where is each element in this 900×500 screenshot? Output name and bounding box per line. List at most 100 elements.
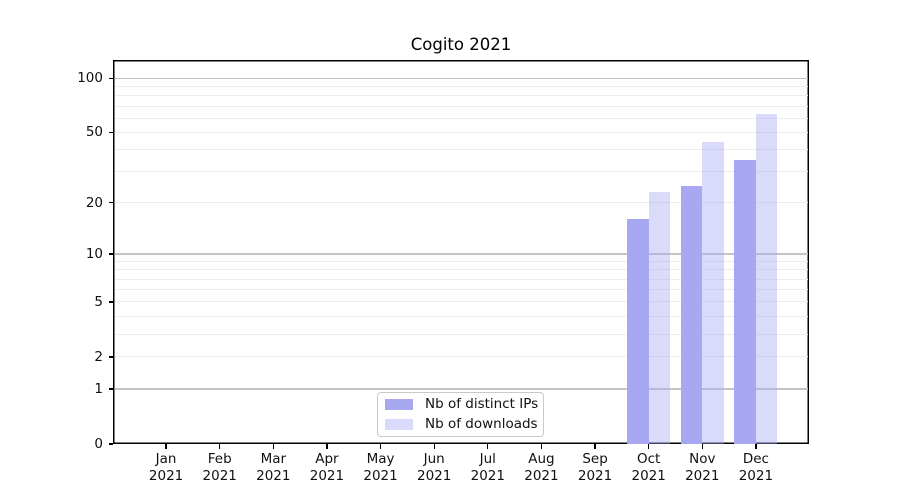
legend: Nb of distinct IPs Nb of downloads xyxy=(377,392,544,437)
y-tick-label: 20 xyxy=(85,194,103,211)
x-tick-label: May 2021 xyxy=(349,451,413,485)
x-tick-label-line: Mar xyxy=(260,451,287,467)
bars-layer xyxy=(113,60,809,444)
gridline-minor xyxy=(114,289,808,291)
x-tick-label-line: Sep xyxy=(582,451,608,467)
y-tick xyxy=(108,443,113,445)
x-tick-label-line: 2021 xyxy=(577,468,613,484)
gridline-minor xyxy=(114,315,808,317)
x-tick-label-line: Apr xyxy=(315,451,339,467)
legend-item: Nb of downloads xyxy=(385,416,543,433)
legend-swatch xyxy=(385,419,413,430)
y-tick xyxy=(108,131,113,133)
x-tick xyxy=(648,444,650,449)
x-tick xyxy=(594,444,596,449)
x-tick-label: Jun 2021 xyxy=(402,451,466,485)
gridline-minor xyxy=(114,85,808,87)
gridline-minor xyxy=(114,105,808,107)
gridline-minor xyxy=(114,269,808,271)
y-tick xyxy=(108,301,113,303)
gridline-major xyxy=(114,388,808,390)
x-tick-label-line: Feb xyxy=(207,451,232,467)
gridline-minor xyxy=(114,117,808,119)
x-tick xyxy=(272,444,274,449)
y-tick-label: 100 xyxy=(77,70,103,87)
x-tick xyxy=(219,444,221,449)
x-tick xyxy=(433,444,435,449)
x-tick-label-line: 2021 xyxy=(363,468,398,484)
legend-item-label: Nb of downloads xyxy=(425,416,538,432)
plot-area: 0 1 2 5 10 20 50 100 Jan 2021 Feb 2021 Mar 2021 Apr 202… xyxy=(77,60,809,484)
x-tick-label: Sep 2021 xyxy=(563,451,627,485)
x-tick-label: Jul 2021 xyxy=(456,451,520,485)
gridline-major xyxy=(114,253,808,255)
gridline-minor xyxy=(114,95,808,97)
x-tick-label-line: 2021 xyxy=(470,468,505,484)
chart-title: Cogito 2021 xyxy=(410,35,512,54)
bar-downloads xyxy=(702,142,724,444)
x-tick-label-line: 2021 xyxy=(417,468,452,484)
x-tick-label-line: Jul xyxy=(479,451,496,467)
x-tick xyxy=(379,444,382,449)
gridline-minor xyxy=(114,260,808,262)
x-tick-label-line: 2021 xyxy=(202,468,237,484)
gridline-minor xyxy=(114,278,808,280)
y-tick-label: 1 xyxy=(94,381,103,398)
x-tick-label-line: Nov xyxy=(689,451,716,467)
gridline-minor xyxy=(114,356,808,358)
gridline-minor xyxy=(114,131,808,133)
x-tick xyxy=(755,444,757,449)
gridline-minor xyxy=(114,333,808,335)
x-tick-label-line: Oct xyxy=(637,451,661,467)
y-tick-label: 50 xyxy=(85,124,103,141)
y-tick xyxy=(108,253,113,255)
x-tick-label-line: May xyxy=(366,451,395,467)
gridline-minor xyxy=(114,301,808,303)
x-tick xyxy=(487,444,489,449)
x-tick-label: Dec 2021 xyxy=(724,451,788,485)
bar-distinct-ips xyxy=(680,185,703,444)
x-tick-label-line: Jun xyxy=(423,451,445,467)
y-tick-label: 5 xyxy=(94,293,103,310)
bar-downloads xyxy=(648,192,671,444)
legend-swatch xyxy=(385,399,413,410)
y-tick xyxy=(108,202,113,204)
gridlines-layer xyxy=(113,60,809,444)
x-tick-label-line: Jan xyxy=(155,451,177,467)
bar-distinct-ips xyxy=(627,219,649,444)
x-tick-label: Mar 2021 xyxy=(241,451,305,485)
x-tick-label-line: Dec xyxy=(742,451,769,467)
y-tick xyxy=(108,388,113,390)
legend-item-label: Nb of distinct IPs xyxy=(425,396,539,412)
x-tick-label-line: 2021 xyxy=(256,468,291,484)
y-tick-label: 2 xyxy=(94,348,103,365)
x-tick-label-line: 2021 xyxy=(309,468,345,484)
y-tick-label: 0 xyxy=(94,436,103,452)
x-tick-label-line: 2021 xyxy=(685,468,720,484)
bar-distinct-ips xyxy=(734,159,756,444)
gridline-minor xyxy=(114,149,808,151)
x-tick xyxy=(540,444,543,449)
gridline-major xyxy=(114,77,808,79)
gridline-minor xyxy=(114,202,808,204)
x-tick-label-line: 2021 xyxy=(524,468,559,484)
legend-item: Nb of distinct IPs xyxy=(385,396,543,413)
x-tick xyxy=(326,444,328,449)
x-tick-label: Aug 2021 xyxy=(509,451,573,485)
y-tick xyxy=(108,77,113,79)
x-tick-label-line: 2021 xyxy=(631,468,666,484)
x-tick-label: Nov 2021 xyxy=(670,451,734,485)
y-tick-label: 10 xyxy=(85,245,103,262)
x-tick-label-line: 2021 xyxy=(738,468,774,484)
x-tick-label: Feb 2021 xyxy=(188,451,252,485)
x-tick-label-line: Aug xyxy=(528,451,555,467)
y-tick xyxy=(108,356,113,358)
x-tick-label-line: 2021 xyxy=(148,468,184,484)
gridline-minor xyxy=(114,171,808,173)
x-tick-label: Oct 2021 xyxy=(617,451,681,485)
x-tick-label: Jan 2021 xyxy=(134,451,198,485)
x-tick-label: Apr 2021 xyxy=(295,451,359,485)
x-tick xyxy=(701,444,703,449)
x-tick xyxy=(165,444,167,449)
